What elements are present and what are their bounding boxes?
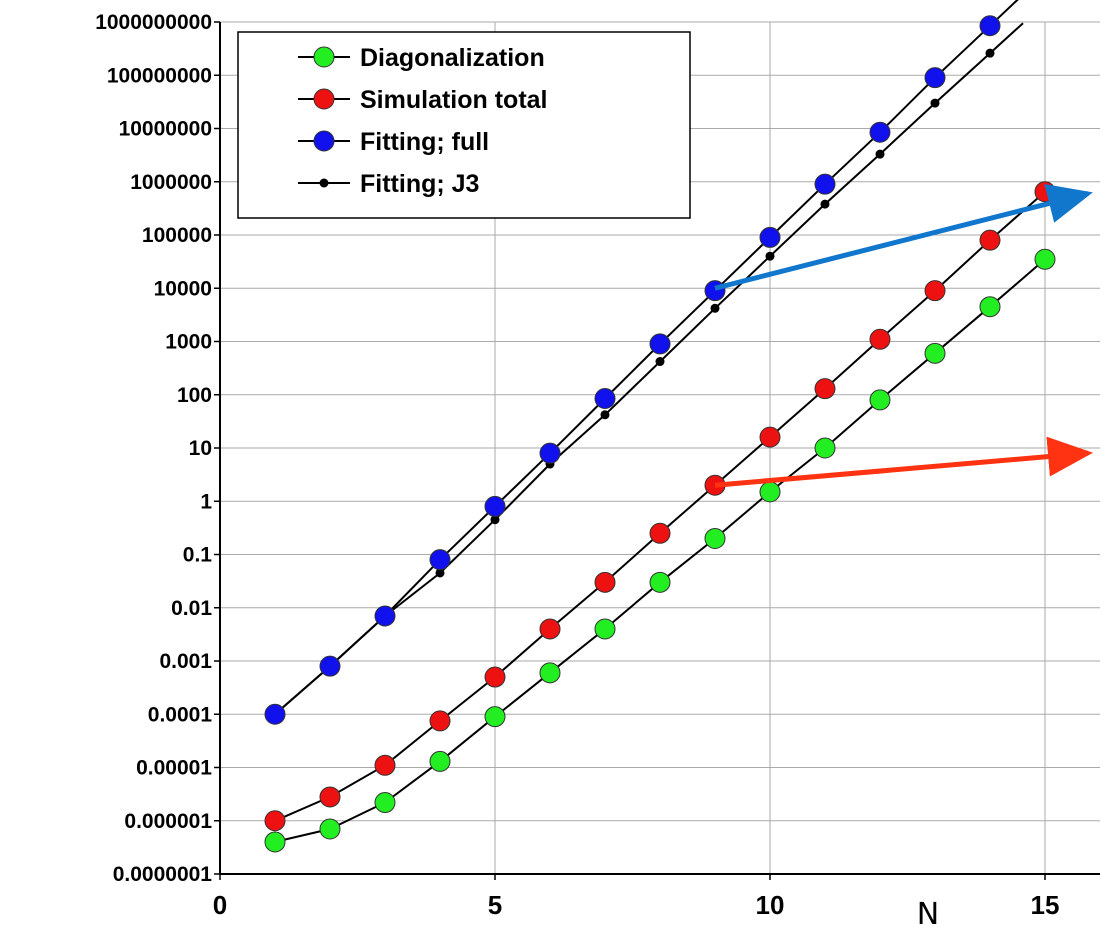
annotation-arrow xyxy=(714,436,1093,488)
data-point xyxy=(539,618,561,640)
y-tick-label: 10000 xyxy=(154,277,212,300)
data-point xyxy=(374,792,396,814)
data-point xyxy=(649,571,671,593)
data-point xyxy=(979,296,1001,318)
y-tick-label: 0.1 xyxy=(183,544,213,567)
data-point xyxy=(264,810,286,832)
x-tick-label: 5 xyxy=(488,890,502,920)
data-point xyxy=(869,328,891,350)
y-tick-label: 0.0000001 xyxy=(113,863,213,886)
data-point xyxy=(1034,248,1056,270)
y-tick-label: 0.01 xyxy=(171,597,212,620)
data-point xyxy=(704,280,726,302)
data-point xyxy=(814,378,836,400)
data-point xyxy=(924,67,946,89)
data-point xyxy=(875,149,885,159)
data-point xyxy=(985,48,995,58)
data-point xyxy=(429,710,451,732)
data-point xyxy=(979,229,1001,251)
data-point xyxy=(704,527,726,549)
data-point xyxy=(264,703,286,725)
data-point xyxy=(814,437,836,459)
data-point xyxy=(765,251,775,261)
y-tick-label: 0.000001 xyxy=(124,810,212,833)
x-tick-label: 10 xyxy=(756,890,785,920)
data-point xyxy=(655,357,665,367)
y-tick-label: 1000 xyxy=(165,331,212,354)
data-point xyxy=(924,280,946,302)
data-point xyxy=(649,522,671,544)
data-point xyxy=(594,571,616,593)
data-point xyxy=(374,754,396,776)
data-point xyxy=(600,410,610,420)
data-point xyxy=(759,481,781,503)
series-fitting-full xyxy=(264,0,1019,725)
data-point xyxy=(264,831,286,853)
legend-label: Fitting; full xyxy=(360,128,489,156)
y-tick-label: 1 xyxy=(200,490,212,513)
y-tick-label: 1000000000 xyxy=(95,11,212,34)
series xyxy=(264,0,1056,853)
data-point xyxy=(429,750,451,772)
data-point xyxy=(1034,181,1056,203)
legend-marker xyxy=(319,178,329,188)
data-point xyxy=(930,98,940,108)
data-point xyxy=(429,549,451,571)
series-diagonalization xyxy=(264,248,1056,853)
x-tick-labels: 0 5 10 15 xyxy=(213,890,1060,920)
data-point xyxy=(319,818,341,840)
data-point xyxy=(814,173,836,195)
legend-label: Simulation total xyxy=(360,86,548,114)
axes xyxy=(214,21,1100,880)
data-point xyxy=(649,333,671,355)
x-tick-label: 15 xyxy=(1031,890,1060,920)
y-tick-label: 10 xyxy=(189,437,212,460)
data-point xyxy=(319,655,341,677)
annotations xyxy=(714,184,1093,488)
y-tick-label: 100000 xyxy=(142,224,212,247)
y-tick-label: 0.00001 xyxy=(136,757,212,780)
data-point xyxy=(710,303,720,313)
y-tick-label: 0.0001 xyxy=(148,703,213,726)
data-point xyxy=(594,618,616,640)
data-point xyxy=(869,121,891,143)
legend-label: Diagonalization xyxy=(360,44,545,72)
data-point xyxy=(869,389,891,411)
legend-marker xyxy=(313,130,335,152)
data-point xyxy=(539,442,561,464)
annotation-arrow xyxy=(714,184,1093,291)
y-tick-label: 100000000 xyxy=(107,64,212,87)
x-axis-label: N xyxy=(917,897,939,930)
y-tick-label: 1000000 xyxy=(130,171,212,194)
legend-marker xyxy=(313,88,335,110)
y-tick-label: 0.001 xyxy=(159,650,212,673)
legend-box xyxy=(237,31,691,219)
y-tick-labels: 0.0000001 0.000001 0.00001 0.0001 0.001 0.01 0… xyxy=(95,11,212,886)
data-point xyxy=(484,706,506,728)
legend: Diagonalization Simulation total Fitting; … xyxy=(237,31,691,219)
data-point xyxy=(594,388,616,410)
data-point xyxy=(759,226,781,248)
data-point xyxy=(820,199,830,209)
data-point xyxy=(539,662,561,684)
legend-marker xyxy=(313,46,335,68)
data-point xyxy=(759,426,781,448)
series-simulation-total xyxy=(264,181,1056,832)
y-tick-label: 10000000 xyxy=(119,118,212,141)
legend-label: Fitting; J3 xyxy=(360,170,479,198)
data-point xyxy=(924,342,946,364)
data-point xyxy=(490,515,500,525)
x-tick-label: 0 xyxy=(213,890,227,920)
data-point xyxy=(374,605,396,627)
data-point xyxy=(435,568,445,578)
y-tick-label: 100 xyxy=(177,384,212,407)
data-point xyxy=(484,666,506,688)
data-point xyxy=(319,786,341,808)
data-point xyxy=(979,15,1001,37)
data-point xyxy=(484,495,506,517)
